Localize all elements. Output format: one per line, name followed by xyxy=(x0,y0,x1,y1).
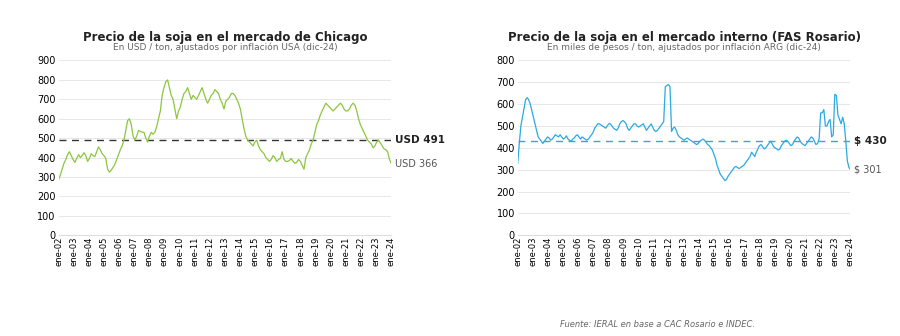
Text: $ 301: $ 301 xyxy=(854,164,881,174)
Title: Precio de la soja en el mercado interno (FAS Rosario): Precio de la soja en el mercado interno … xyxy=(508,31,860,44)
Text: $ 430: $ 430 xyxy=(854,136,886,146)
Title: Precio de la soja en el mercado de Chicago: Precio de la soja en el mercado de Chica… xyxy=(83,31,367,44)
Text: En miles de pesos / ton, ajustados por inflación ARG (dic-24): En miles de pesos / ton, ajustados por i… xyxy=(547,42,821,51)
Text: En USD / ton, ajustados por inflación USA (dic-24): En USD / ton, ajustados por inflación US… xyxy=(112,42,338,51)
Text: USD 366: USD 366 xyxy=(394,159,437,169)
Text: Fuente: IERAL en base a CAC Rosario e INDEC.: Fuente: IERAL en base a CAC Rosario e IN… xyxy=(560,320,754,329)
Text: USD 491: USD 491 xyxy=(394,135,445,145)
